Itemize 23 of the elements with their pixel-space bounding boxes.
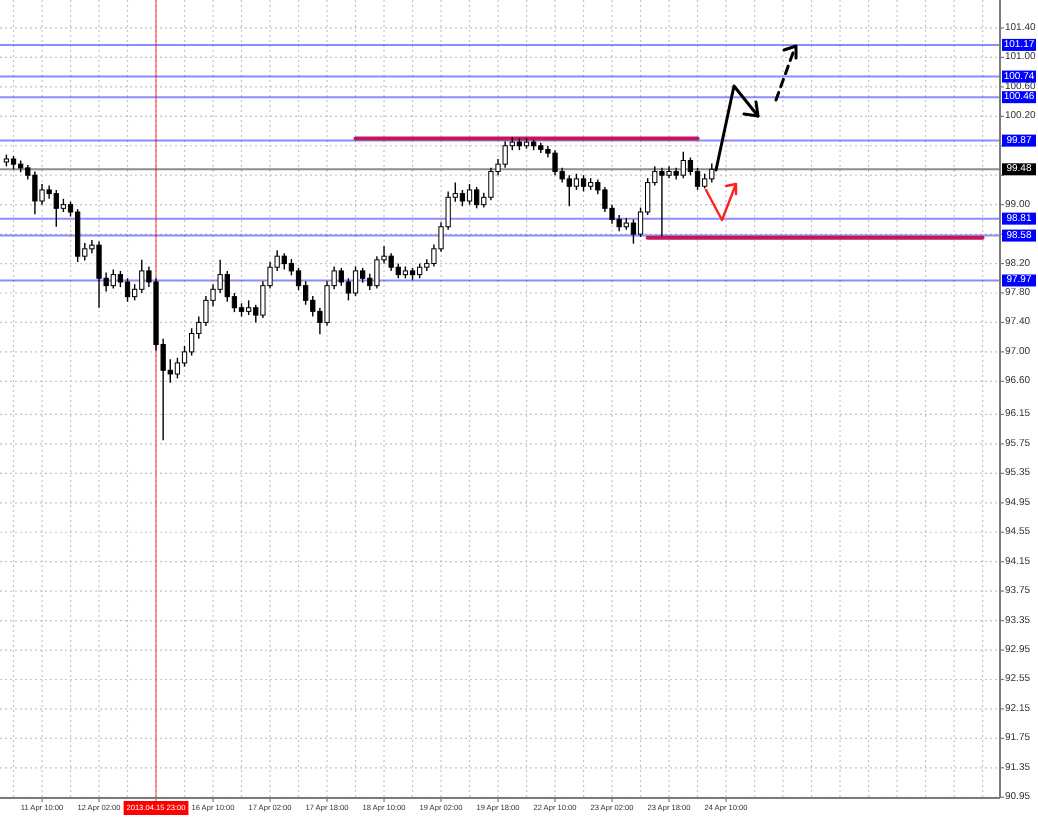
candlestick [502,140,508,169]
candlestick [474,186,480,210]
candlestick [659,167,665,238]
candlestick [174,357,181,380]
candlestick [552,149,558,176]
candlestick [694,167,701,191]
candlestick [75,208,81,263]
candlestick [630,218,637,245]
candlestick [352,265,359,297]
candlestick [110,268,116,290]
candlestick [32,170,38,215]
candlestick [488,167,494,201]
candlestick [680,150,686,179]
candlestick [189,327,195,357]
candlestick [96,240,102,309]
candlestick [139,259,145,294]
candlestick [39,183,45,206]
candlestick [53,189,59,228]
candlestick [566,174,572,207]
candlestick [345,277,352,302]
candlestick [124,277,131,303]
candlestick [709,162,715,184]
candlestick [466,183,473,206]
